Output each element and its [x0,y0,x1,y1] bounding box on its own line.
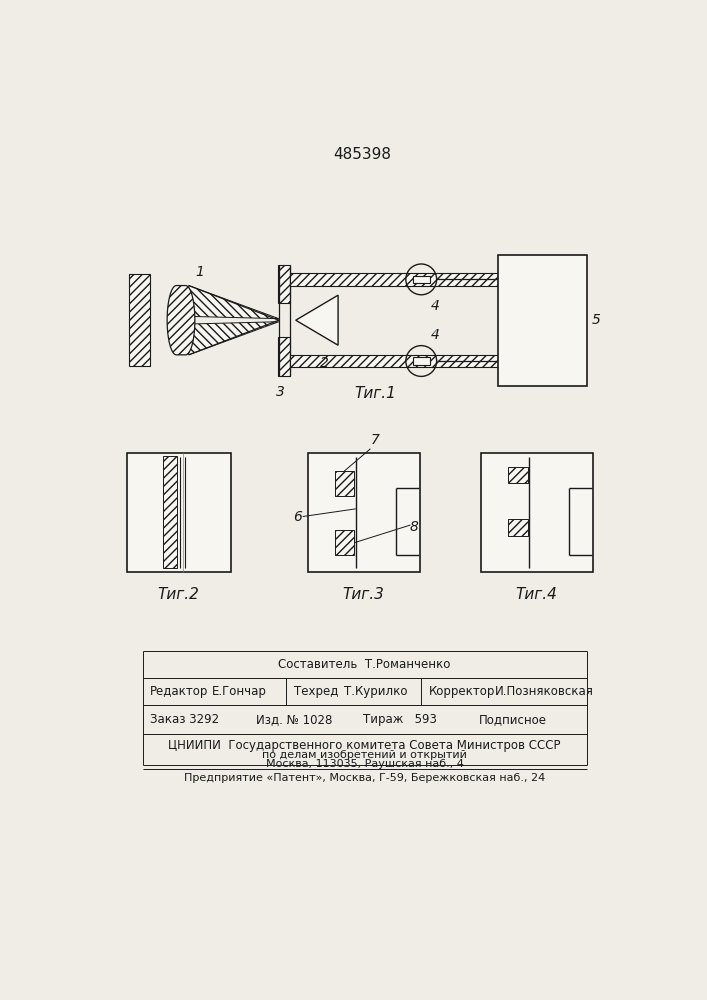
Text: Москва, 113035, Раушская наб., 4: Москва, 113035, Раушская наб., 4 [266,759,464,769]
Text: Предприятие «Патент», Москва, Г-59, Бережковская наб., 24: Предприятие «Патент», Москва, Г-59, Бере… [184,773,545,783]
Text: 5: 5 [592,313,600,327]
Bar [413,276,430,283]
Text: ЦНИИПИ  Государственного комитета Совета Министров СССР: ЦНИИПИ Государственного комитета Совета … [168,739,561,752]
Polygon shape [296,295,338,345]
Text: 6: 6 [293,510,302,524]
Bar [278,265,291,303]
Text: 7: 7 [371,433,380,447]
Bar [278,337,291,376]
Text: Подписное: Подписное [479,713,547,726]
Text: 2: 2 [320,356,329,370]
Text: Тираж   593: Тираж 593 [363,713,438,726]
Bar [290,355,498,367]
Text: Τиг.3: Τиг.3 [343,587,385,602]
Text: Изд. № 1028: Изд. № 1028 [256,713,332,726]
Text: Е.Гончар: Е.Гончар [212,685,267,698]
Text: 4: 4 [431,328,439,342]
Bar [413,357,430,365]
Polygon shape [189,286,279,319]
Bar [498,255,587,386]
Bar [129,274,150,366]
Bar [508,466,527,483]
Text: по делам изобретений и открытий: по делам изобретений и открытий [262,750,467,760]
Polygon shape [189,322,279,355]
Text: Τиг.1: Τиг.1 [354,386,396,401]
Text: 3: 3 [276,385,285,399]
Text: 4: 4 [431,299,439,313]
Text: Редактор: Редактор [150,685,209,698]
Text: Корректор: Корректор [429,685,496,698]
Text: Техред: Техред [294,685,339,698]
Text: Заказ 3292: Заказ 3292 [150,713,219,726]
Text: Τиг.2: Τиг.2 [158,587,199,602]
Text: 485398: 485398 [333,147,391,162]
Bar [508,519,527,536]
Bar [308,453,420,572]
Text: 8: 8 [409,520,419,534]
Bar [335,471,354,496]
Text: Τиг.4: Τиг.4 [516,587,558,602]
Text: 1: 1 [195,265,204,279]
Text: Составитель  Т.Романченко: Составитель Т.Романченко [279,658,451,671]
Bar [290,273,498,286]
Bar [335,530,354,555]
Text: И.Позняковская: И.Позняковская [494,685,593,698]
Bar [127,453,231,572]
Polygon shape [167,286,195,355]
Text: Т.Курилко: Т.Курилко [344,685,408,698]
Bar [163,456,177,568]
Bar [481,453,593,572]
